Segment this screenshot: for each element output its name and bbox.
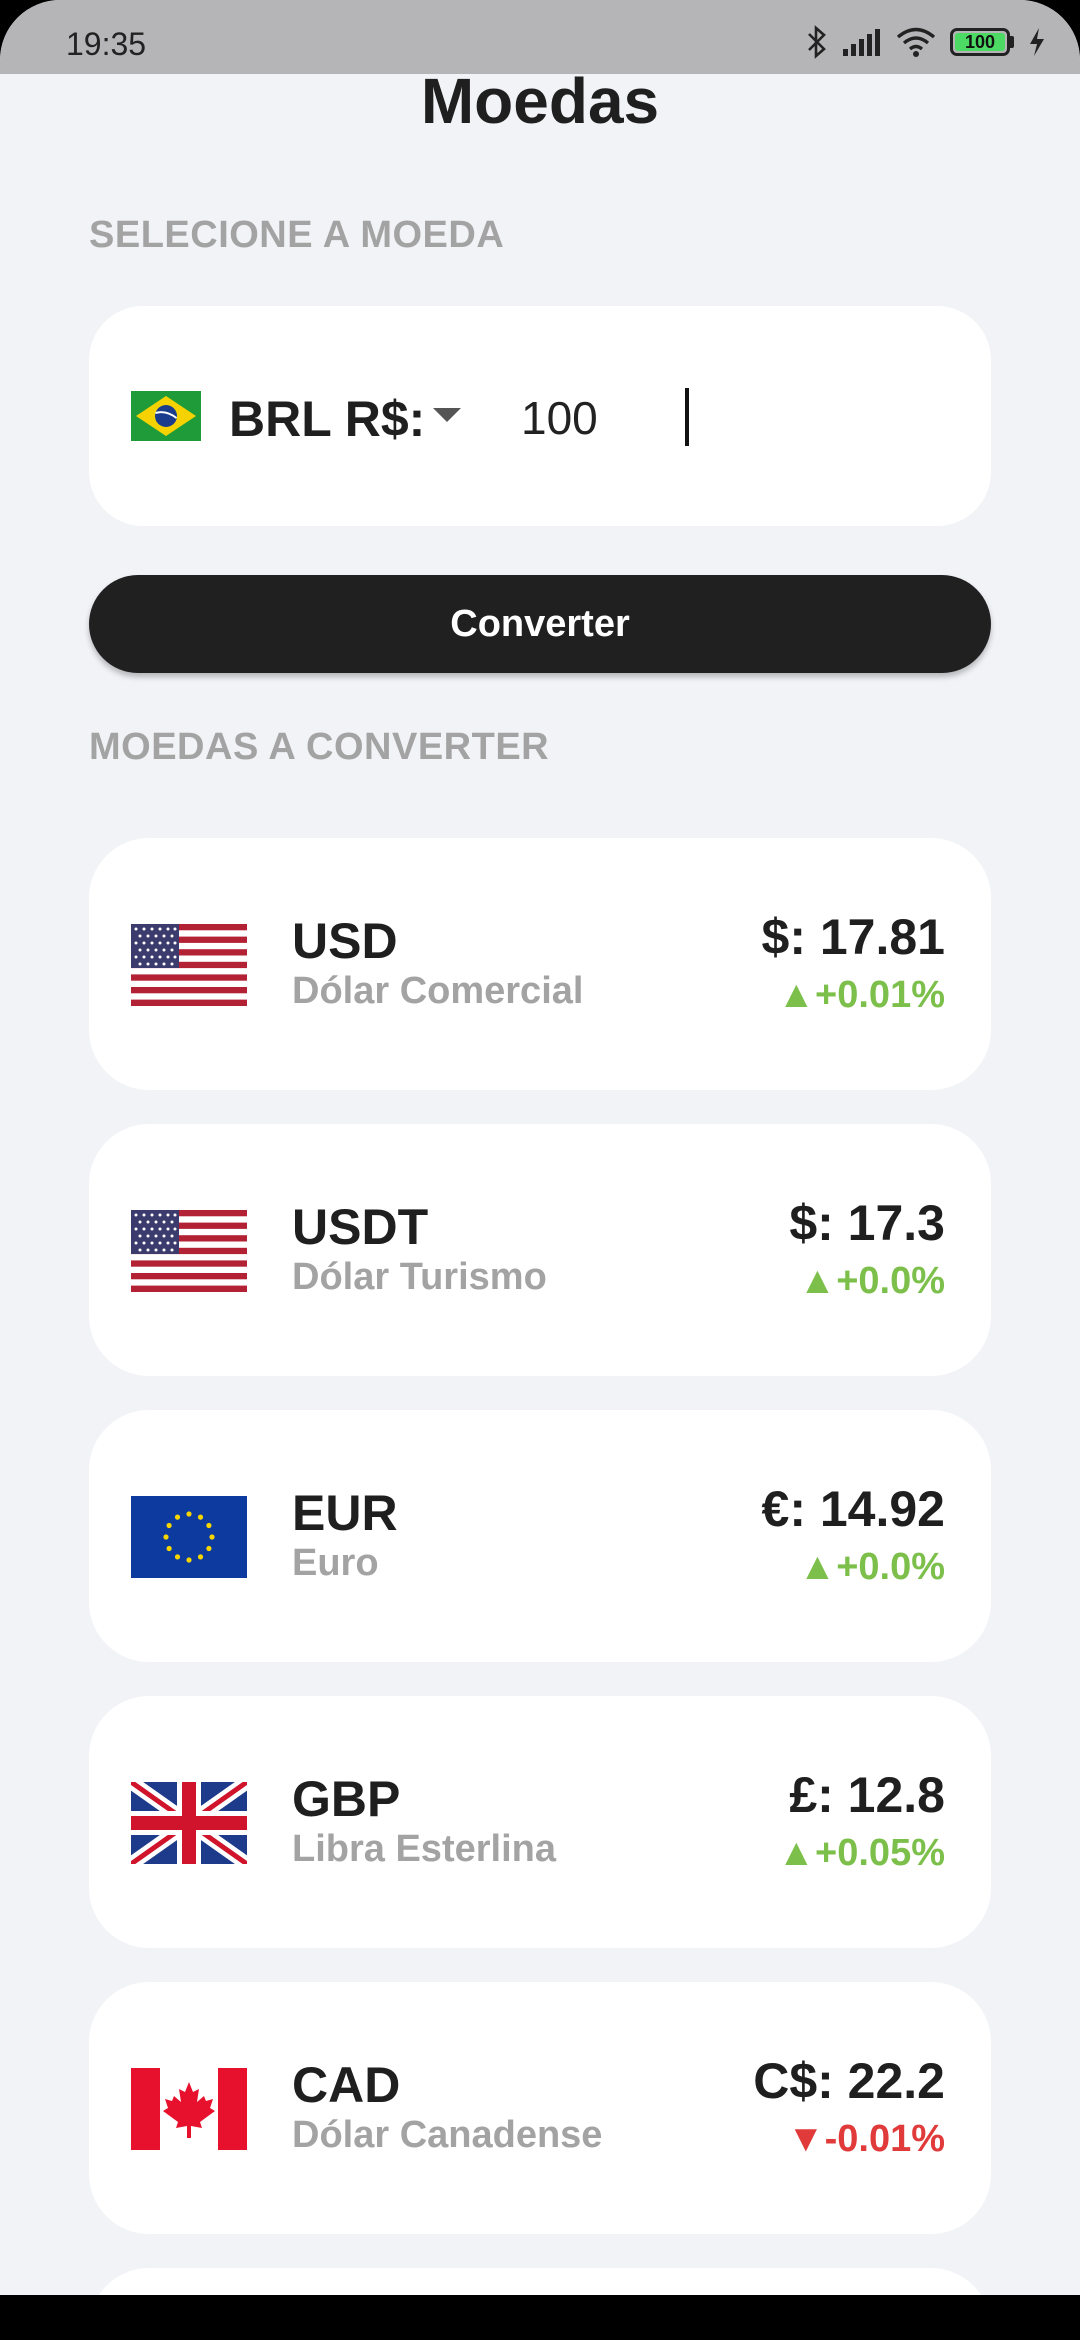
currency-code: USDT (292, 1199, 429, 1255)
bluetooth-icon (808, 25, 826, 59)
signal-icon (843, 29, 880, 56)
currency-card-cad[interactable]: CAD Dólar Canadense C$: 22.2 ▼-0.01% (89, 1982, 991, 2234)
convert-button[interactable]: Converter (89, 575, 991, 673)
status-icons: 100 (806, 22, 1046, 62)
brazil-flag-icon (131, 391, 201, 441)
currency-name: Euro (292, 1542, 379, 1584)
status-time: 19:35 (66, 26, 147, 62)
page-title: Moedas (420, 65, 660, 137)
base-currency-dropdown[interactable]: BRL R$: (229, 391, 426, 447)
dropdown-arrow-icon[interactable] (433, 408, 461, 422)
currency-value: $: 17.81 (761, 909, 945, 965)
currency-code: CAD (292, 2057, 401, 2113)
battery-icon: 100 (950, 28, 1014, 56)
canada-flag-icon (131, 2068, 247, 2150)
currency-card-eur[interactable]: EUR Euro €: 14.92 ▲+0.0% (89, 1410, 991, 1662)
currency-value: $: 17.3 (789, 1195, 945, 1251)
select-currency-label: SELECIONE A MOEDA (89, 214, 505, 256)
amount-input[interactable] (521, 390, 821, 446)
charging-icon (1030, 28, 1044, 56)
battery-level: 100 (955, 33, 1005, 51)
us-flag-icon (131, 1210, 247, 1292)
currency-card-gbp[interactable]: GBP Libra Esterlina £: 12.8 ▲+0.05% (89, 1696, 991, 1948)
currencies-to-convert-label: MOEDAS A CONVERTER (89, 726, 550, 768)
currency-code: USD (292, 913, 398, 969)
text-cursor (685, 388, 689, 446)
currency-value: C$: 22.2 (753, 2053, 945, 2109)
currency-code: GBP (292, 1771, 401, 1827)
currency-change: ▼-0.01% (786, 2118, 945, 2160)
currency-name: Dólar Canadense (292, 2114, 603, 2156)
currency-name: Libra Esterlina (292, 1828, 556, 1870)
currency-change: ▲+0.0% (798, 1546, 945, 1588)
currency-value: £: 12.8 (789, 1767, 945, 1823)
currency-value: €: 14.92 (761, 1481, 945, 1537)
us-flag-icon (131, 924, 247, 1006)
uk-flag-icon (131, 1782, 247, 1864)
eu-flag-icon (131, 1496, 247, 1578)
currency-card-partial[interactable] (89, 2268, 991, 2295)
currency-code: EUR (292, 1485, 398, 1541)
currency-name: Dólar Turismo (292, 1256, 547, 1298)
wifi-icon (896, 27, 936, 57)
status-bar: 19:35 100 (0, 0, 1080, 74)
currency-selector-card: BRL R$: (89, 306, 991, 526)
currency-change: ▲+0.0% (798, 1260, 945, 1302)
currency-change: ▲+0.05% (777, 1832, 945, 1874)
currency-change: ▲+0.01% (777, 974, 945, 1016)
currency-card-usd[interactable]: USD Dólar Comercial $: 17.81 ▲+0.01% (89, 838, 991, 1090)
currency-card-usdt[interactable]: USDT Dólar Turismo $: 17.3 ▲+0.0% (89, 1124, 991, 1376)
currency-name: Dólar Comercial (292, 970, 584, 1012)
